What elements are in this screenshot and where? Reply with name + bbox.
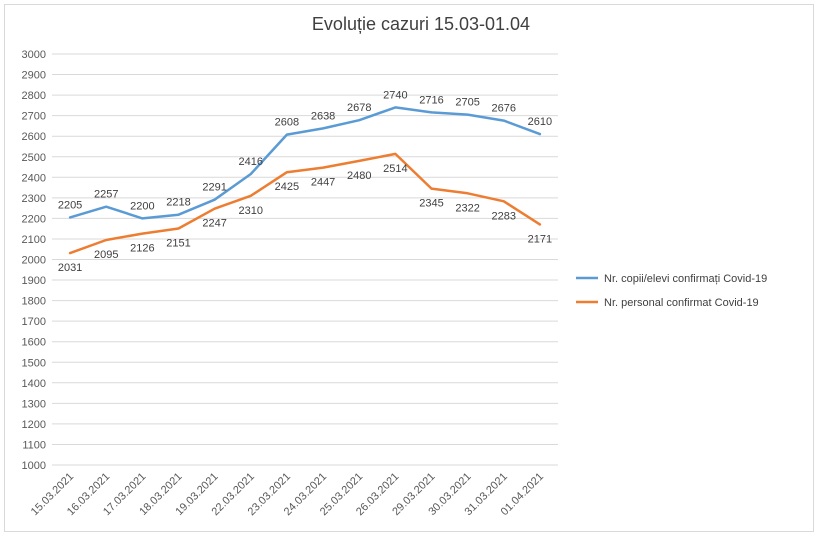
y-tick-label: 1400 xyxy=(22,378,46,390)
series-line-2 xyxy=(68,152,542,255)
y-tick-label: 1600 xyxy=(22,337,46,349)
data-label: 2151 xyxy=(166,237,190,249)
y-tick-label: 2500 xyxy=(22,152,46,164)
y-tick-label: 3000 xyxy=(22,49,46,61)
data-label: 2310 xyxy=(239,205,263,217)
data-label: 2126 xyxy=(130,243,154,255)
data-label: 2322 xyxy=(455,202,479,214)
data-label: 2425 xyxy=(275,181,299,193)
data-label: 2740 xyxy=(383,89,407,101)
y-tick-label: 2100 xyxy=(22,234,46,246)
data-label: 2291 xyxy=(202,182,226,194)
data-label: 2638 xyxy=(311,110,335,122)
data-label: 2345 xyxy=(419,198,443,210)
y-tick-label: 2900 xyxy=(22,70,46,82)
y-tick-label: 2400 xyxy=(22,172,46,184)
legend-label-2: Nr. personal confirmat Covid-19 xyxy=(604,297,759,309)
chart-title: Evoluție cazuri 15.03-01.04 xyxy=(312,14,530,34)
data-label: 2171 xyxy=(528,233,552,245)
data-label: 2416 xyxy=(239,156,263,168)
y-tick-label: 2300 xyxy=(22,193,46,205)
y-tick-label: 1000 xyxy=(22,460,46,472)
data-label: 2716 xyxy=(419,94,443,106)
data-label: 2610 xyxy=(528,116,552,128)
data-label: 2480 xyxy=(347,170,371,182)
data-label: 2705 xyxy=(455,97,479,109)
data-label: 2257 xyxy=(94,189,118,201)
y-tick-label: 1500 xyxy=(22,357,46,369)
data-label: 2031 xyxy=(58,262,82,274)
y-tick-label: 1800 xyxy=(22,296,46,308)
data-label: 2447 xyxy=(311,177,335,189)
data-label: 2514 xyxy=(383,163,407,175)
data-label: 2676 xyxy=(492,103,516,115)
data-label: 2218 xyxy=(166,197,190,209)
legend-label-1: Nr. copii/elevi confirmați Covid-19 xyxy=(604,273,767,285)
legend: Nr. copii/elevi confirmați Covid-19 Nr. p… xyxy=(576,273,767,309)
data-label: 2200 xyxy=(130,200,154,212)
data-label: 2205 xyxy=(58,199,82,211)
y-tick-label: 2600 xyxy=(22,131,46,143)
series-lines xyxy=(68,106,542,255)
y-tick-label: 2000 xyxy=(22,255,46,267)
data-label: 2095 xyxy=(94,249,118,261)
y-tick-label: 1300 xyxy=(22,398,46,410)
gridlines xyxy=(52,53,558,466)
data-labels: 2205 2257 2200 2218 2291 2416 2608 2638 2678 2740… xyxy=(58,89,552,274)
y-tick-label: 2700 xyxy=(22,111,46,123)
data-label: 2247 xyxy=(202,218,226,230)
x-axis-tick-labels: 15.03.202116.03.202117.03.202118.03.2021… xyxy=(29,471,546,518)
y-tick-label: 1200 xyxy=(22,419,46,431)
y-tick-label: 1900 xyxy=(22,275,46,287)
data-label: 2678 xyxy=(347,102,371,114)
y-tick-label: 1100 xyxy=(22,439,46,451)
data-label: 2283 xyxy=(492,210,516,222)
y-tick-label: 2200 xyxy=(22,213,46,225)
chart-frame xyxy=(4,4,814,532)
series-line-1 xyxy=(68,106,542,220)
y-tick-label: 2800 xyxy=(22,90,46,102)
y-tick-label: 1700 xyxy=(22,316,46,328)
data-label: 2608 xyxy=(275,117,299,129)
y-axis-tick-labels: 1000 1100 1200 1300 1400 1500 1600 1700 1800 1900… xyxy=(22,49,46,472)
